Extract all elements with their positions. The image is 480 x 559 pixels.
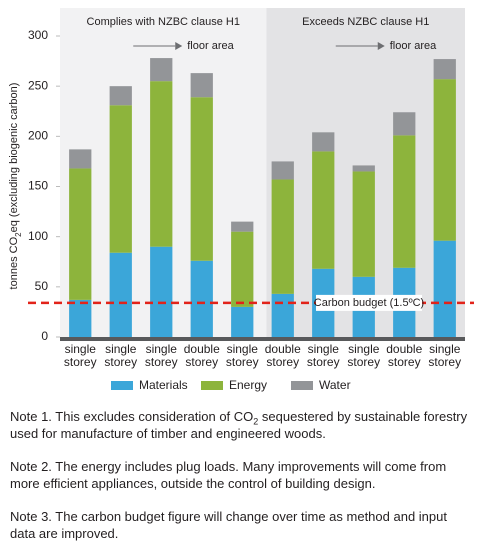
- bar-segment: [69, 299, 92, 337]
- x-tick-label: single storey: [144, 343, 178, 369]
- x-tick-label-box: single storey: [306, 343, 340, 369]
- y-tick-label: 300: [28, 28, 48, 42]
- y-tick-label: 200: [28, 129, 48, 143]
- x-tick-label-box: double storey: [386, 343, 423, 369]
- legend-swatch: [111, 381, 133, 390]
- bar-segment: [109, 105, 132, 253]
- bar-segment: [190, 97, 213, 261]
- x-tick-label: single storey: [63, 343, 97, 369]
- x-tick-label: single storey: [225, 343, 259, 369]
- legend-label: Energy: [229, 378, 267, 392]
- bar-segment: [393, 135, 416, 268]
- note-text: Note 1. This excludes consideration of C…: [10, 409, 254, 424]
- legend-label: Water: [319, 378, 351, 392]
- notes: Note 1. This excludes consideration of C…: [10, 408, 475, 558]
- y-label-sub: 2: [14, 232, 23, 237]
- bar-segment: [271, 161, 294, 180]
- x-tick-label: single storey: [428, 343, 462, 369]
- note-sub: 2: [253, 416, 259, 427]
- x-tick-label: double storey: [183, 343, 220, 369]
- y-axis-label: tonnes CO2eq (excluding biogenic carbon): [8, 83, 23, 290]
- x-tick-label-box: double storey: [183, 343, 220, 369]
- arrow-head: [377, 42, 385, 50]
- group-label: Complies with NZBC clause H1: [87, 16, 240, 28]
- y-tick-label: 50: [35, 279, 49, 293]
- x-tick-label-box: single storey: [144, 343, 178, 369]
- bar-segment: [433, 59, 456, 80]
- bar-segment: [190, 260, 213, 337]
- bar-segment: [150, 58, 173, 82]
- y-tick-label: 100: [28, 229, 48, 243]
- bar-segment: [190, 73, 213, 98]
- bar-segment: [150, 246, 173, 337]
- arrow-head: [175, 42, 183, 50]
- x-tick-label: single storey: [306, 343, 340, 369]
- x-tick-label: double storey: [264, 343, 301, 369]
- note: Note 2. The energy includes plug loads. …: [10, 459, 447, 491]
- bar-segment: [352, 171, 375, 277]
- bar-segment: [231, 221, 254, 232]
- bar-segment: [433, 79, 456, 241]
- x-tick-label: double storey: [386, 343, 423, 369]
- x-tick-label-box: single storey: [428, 343, 462, 369]
- x-tick-label-box: single storey: [347, 343, 381, 369]
- note-text: sequestered by sustainable forestry used…: [10, 409, 468, 441]
- y-label-part: tonnes CO: [8, 236, 20, 289]
- chart: tonnes CO2eq (excluding biogenic carbon)…: [8, 8, 474, 392]
- arrow-label: floor area: [187, 40, 234, 52]
- legend-swatch: [291, 381, 313, 390]
- bar-segment: [69, 149, 92, 169]
- bar-segment: [150, 81, 173, 247]
- x-tick-label-box: double storey: [264, 343, 301, 369]
- x-tick-label: single storey: [347, 343, 381, 369]
- y-label-part: eq (excluding biogenic carbon): [8, 83, 20, 233]
- budget-label-bg: [316, 294, 422, 311]
- bar-segment: [69, 168, 92, 300]
- note: Note 1. This excludes consideration of C…: [10, 408, 475, 442]
- x-tick-label-box: single storey: [104, 343, 138, 369]
- bar-segment: [109, 252, 132, 337]
- y-tick-label: 150: [28, 179, 48, 193]
- note: Note 3. The carbon budget figure will ch…: [10, 509, 447, 541]
- bar-segment: [352, 165, 375, 172]
- legend-label: Materials: [139, 378, 188, 392]
- x-tick-label-box: single storey: [225, 343, 259, 369]
- bar-segment: [109, 86, 132, 106]
- arrow-label: floor area: [390, 40, 437, 52]
- group-label: Exceeds NZBC clause H1: [302, 16, 429, 28]
- bar-segment: [433, 240, 456, 337]
- x-tick-label: single storey: [104, 343, 138, 369]
- y-tick-label: 250: [28, 78, 48, 92]
- bar-segment: [312, 132, 335, 152]
- bar-segment: [312, 151, 335, 269]
- bar-segment: [231, 231, 254, 307]
- bar-segment: [231, 306, 254, 337]
- bar-segment: [271, 293, 294, 337]
- legend-swatch: [201, 381, 223, 390]
- bar-segment: [393, 112, 416, 136]
- bar-segment: [271, 179, 294, 294]
- budget-label: Carbon budget (1.5ºC): [314, 297, 424, 309]
- y-tick-label: 0: [41, 329, 48, 343]
- x-axis: [60, 337, 465, 341]
- x-tick-label-box: single storey: [63, 343, 97, 369]
